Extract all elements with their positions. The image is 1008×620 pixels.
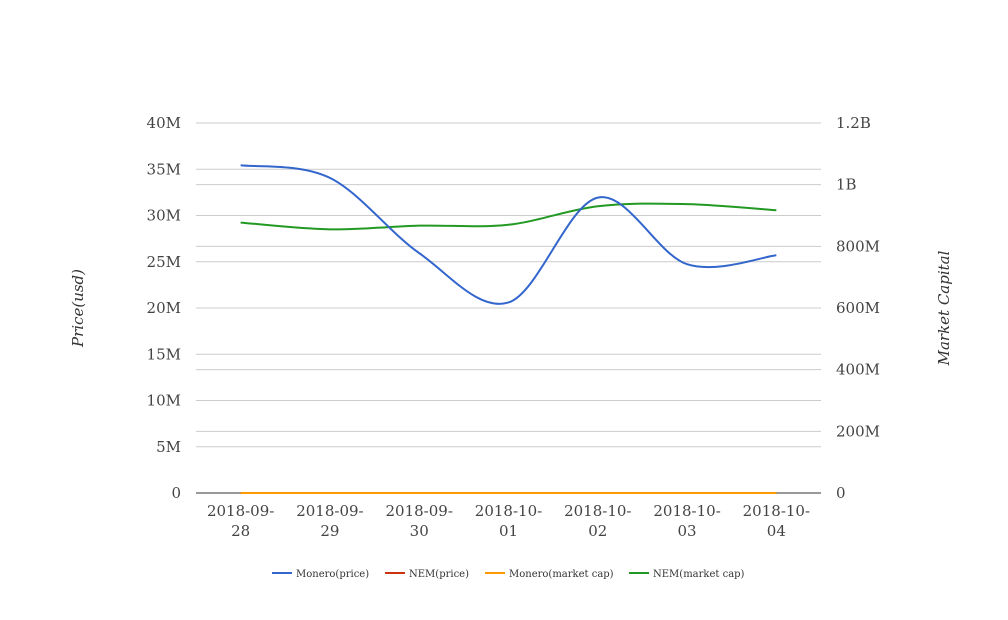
right-axis-title: Market Capital xyxy=(935,250,953,366)
legend-item: NEM(price) xyxy=(385,569,469,580)
x-axis-ticks: 2018-09- 28 2018-09- 29 2018-09- 30 2018-10- 01… xyxy=(207,502,810,540)
right-tick-label: 1.2B xyxy=(836,114,871,132)
right-tick-label: 400M xyxy=(836,361,880,379)
left-tick-label: 30M xyxy=(147,207,181,225)
x-tick-label-line: 2018-10- xyxy=(743,502,810,520)
x-tick-label-line: 03 xyxy=(678,522,697,540)
legend-item: Monero(price) xyxy=(272,569,369,580)
x-tick-label: 2018-09- 30 xyxy=(386,502,453,540)
legend-item: NEM(market cap) xyxy=(629,569,745,580)
right-axis-ticks: 0 200M 400M 600M 800M 1B 1.2B xyxy=(836,114,880,502)
x-tick-label-line: 2018-09- xyxy=(207,502,274,520)
x-tick-label-line: 2018-09- xyxy=(386,502,453,520)
gridlines xyxy=(196,122,821,448)
x-tick-label: 2018-10- 03 xyxy=(653,502,720,540)
x-tick-label-line: 29 xyxy=(320,522,339,540)
left-axis-title: Price(usd) xyxy=(69,269,87,348)
right-tick-label: 0 xyxy=(836,484,846,502)
left-tick-label: 25M xyxy=(147,253,181,271)
legend-label: NEM(price) xyxy=(409,569,469,580)
x-tick-label-line: 2018-10- xyxy=(564,502,631,520)
right-tick-label: 1B xyxy=(836,176,857,194)
right-tick-label: 800M xyxy=(836,237,880,255)
x-tick-label: 2018-10- 01 xyxy=(475,502,542,540)
series-lines xyxy=(240,164,777,495)
legend-label: Monero(price) xyxy=(296,569,369,580)
left-tick-label: 0 xyxy=(171,484,181,502)
right-tick-label: 600M xyxy=(836,299,880,317)
x-tick-label-line: 2018-10- xyxy=(475,502,542,520)
x-tick-label-line: 28 xyxy=(231,522,250,540)
legend-item: Monero(market cap) xyxy=(485,569,614,580)
x-tick-label: 2018-10- 04 xyxy=(743,502,810,540)
left-tick-label: 40M xyxy=(147,114,181,132)
left-tick-label: 15M xyxy=(147,345,181,363)
left-tick-label: 35M xyxy=(147,160,181,178)
legend: Monero(price) NEM(price) Monero(market cap… xyxy=(272,569,745,580)
left-tick-label: 10M xyxy=(147,392,181,410)
x-tick-label: 2018-09- 29 xyxy=(296,502,363,540)
legend-label: NEM(market cap) xyxy=(653,569,745,580)
x-tick-label-line: 02 xyxy=(588,522,607,540)
series-line-nem-market-cap xyxy=(240,202,777,231)
x-tick-label-line: 04 xyxy=(767,522,786,540)
series-line-monero-price xyxy=(240,164,777,305)
left-tick-label: 5M xyxy=(156,438,181,456)
x-tick-label-line: 2018-10- xyxy=(653,502,720,520)
x-tick-label-line: 30 xyxy=(410,522,429,540)
left-axis-ticks: 0 5M 10M 15M 20M 25M 30M 35M 40M xyxy=(147,114,181,502)
x-tick-label: 2018-09- 28 xyxy=(207,502,274,540)
x-tick-label-line: 2018-09- xyxy=(296,502,363,520)
x-tick-label-line: 01 xyxy=(499,522,518,540)
right-tick-label: 200M xyxy=(836,422,880,440)
x-tick-label: 2018-10- 02 xyxy=(564,502,631,540)
left-tick-label: 20M xyxy=(147,299,181,317)
legend-label: Monero(market cap) xyxy=(509,569,614,580)
